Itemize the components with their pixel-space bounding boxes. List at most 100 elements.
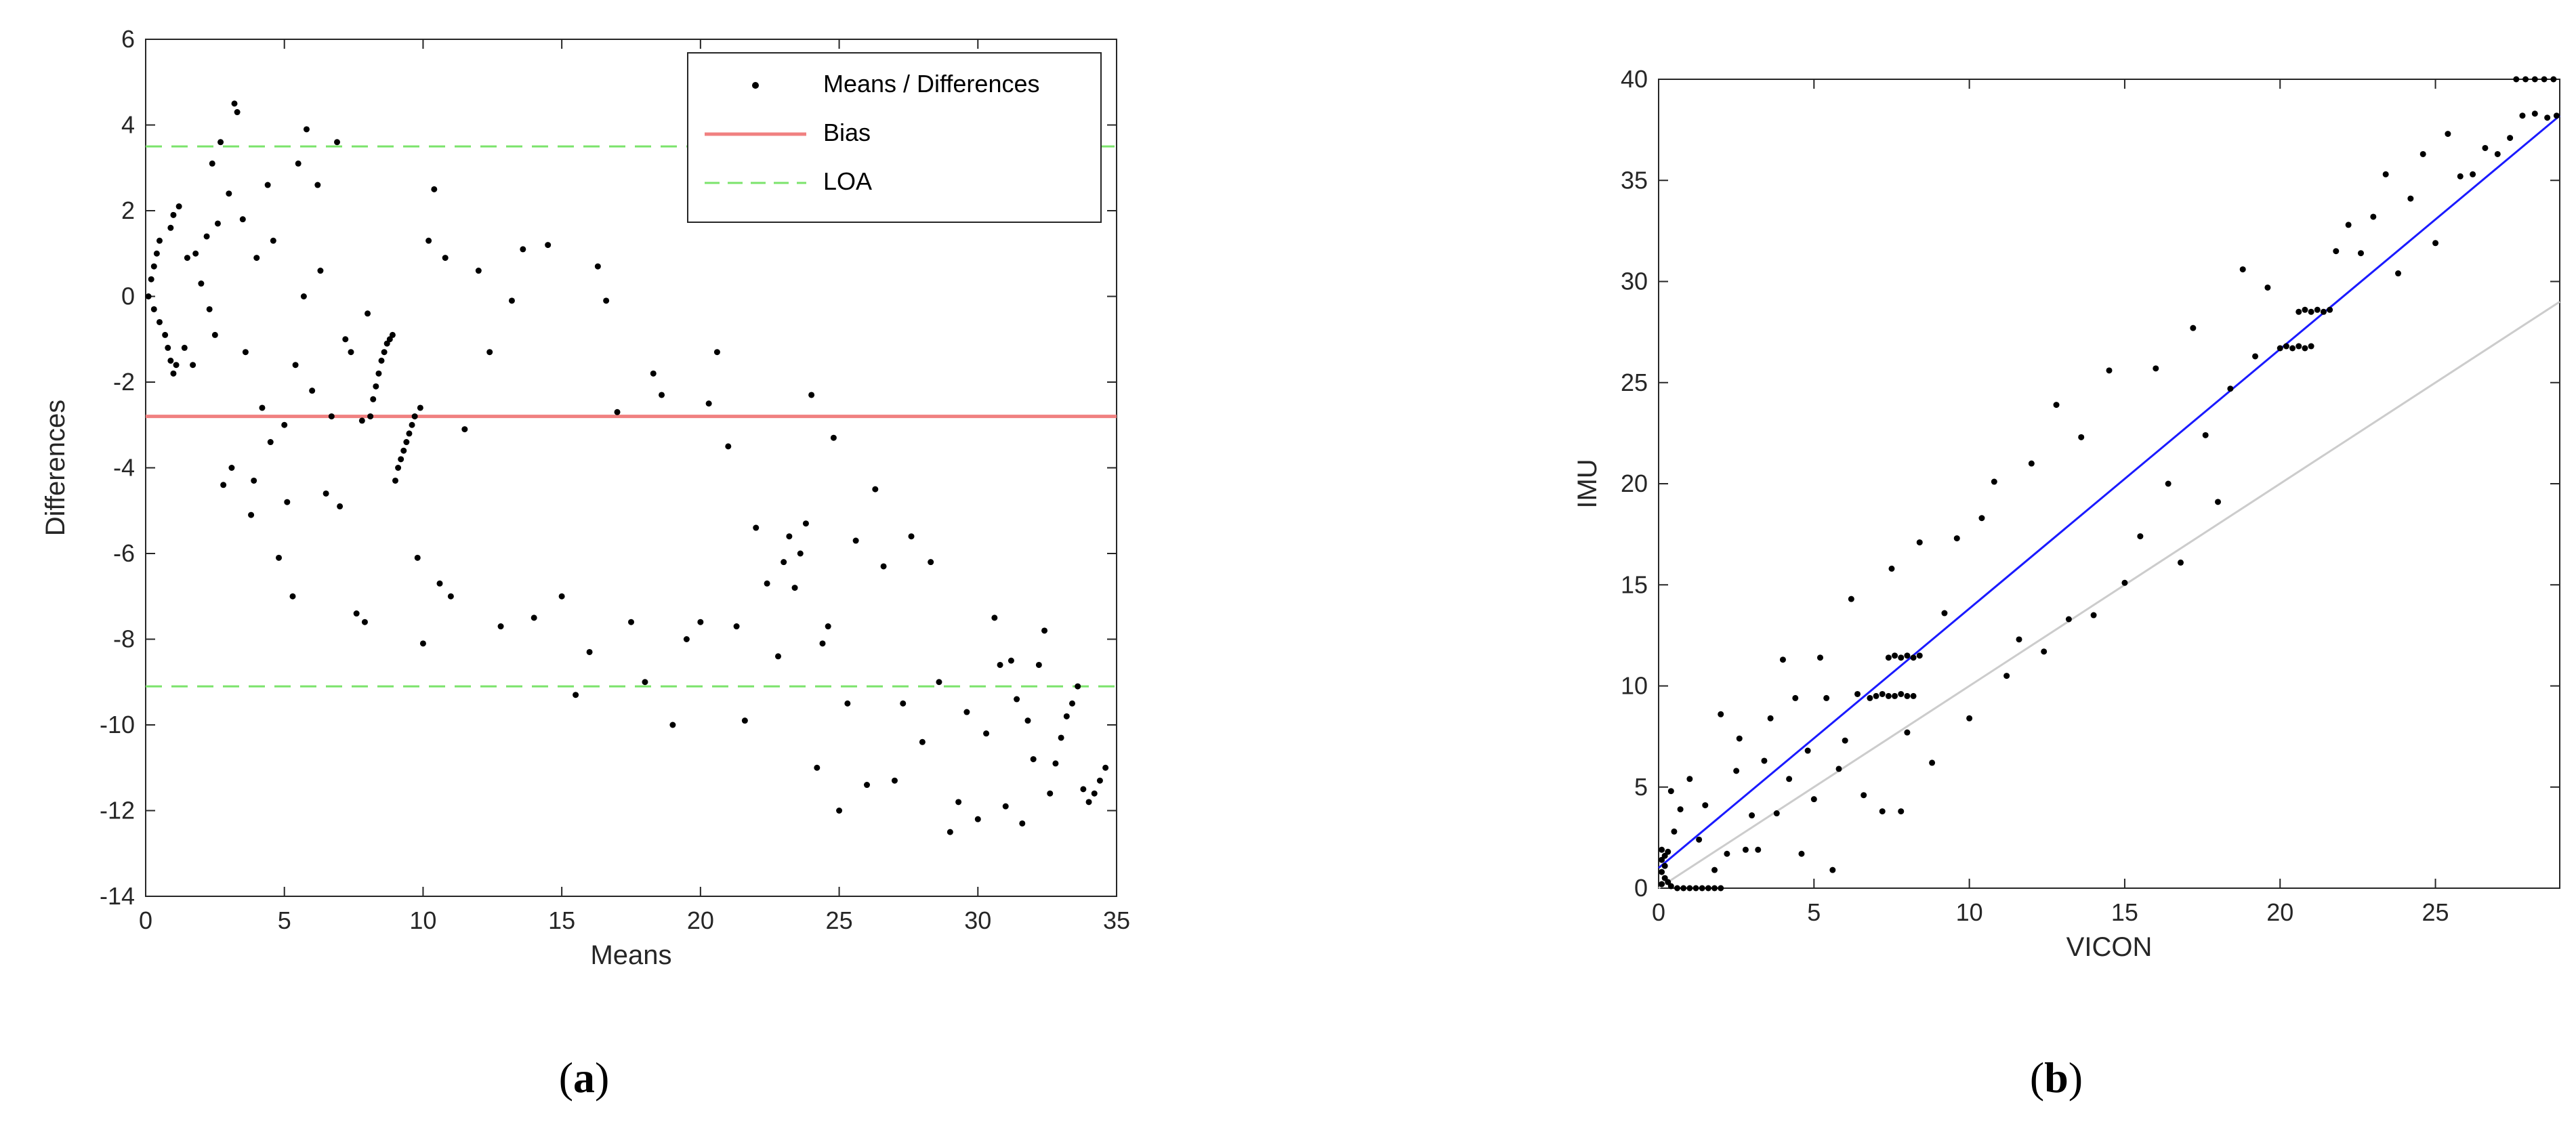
data-point <box>361 619 368 625</box>
data-point <box>497 623 504 630</box>
data-point <box>830 434 837 441</box>
data-point <box>167 357 174 364</box>
y-tick-label: -8 <box>113 625 135 653</box>
data-point <box>1873 692 1879 699</box>
data-point <box>1904 692 1911 699</box>
data-point <box>317 268 324 274</box>
data-point <box>1019 820 1026 827</box>
data-point <box>836 808 843 814</box>
data-point <box>156 318 163 325</box>
data-point <box>936 679 942 686</box>
data-point <box>2519 112 2526 119</box>
data-point <box>2215 499 2222 505</box>
data-point <box>2482 144 2489 151</box>
data-point <box>220 482 227 488</box>
data-point <box>2302 306 2308 313</box>
data-point <box>764 580 770 587</box>
data-point <box>190 362 196 369</box>
data-point <box>1068 700 1075 707</box>
data-point <box>1910 692 1917 699</box>
data-point <box>239 216 246 223</box>
data-point <box>844 700 851 707</box>
data-point <box>184 255 190 262</box>
data-point <box>431 186 438 192</box>
data-point <box>281 421 288 428</box>
data-point <box>1733 768 1740 774</box>
data-point <box>198 280 205 287</box>
data-point <box>2308 308 2314 315</box>
data-point <box>2432 240 2439 247</box>
data-point <box>997 661 1003 668</box>
data-point <box>447 593 454 600</box>
data-point <box>1711 885 1718 892</box>
data-point <box>2470 171 2476 177</box>
data-point <box>900 700 907 707</box>
data-point <box>1091 790 1098 797</box>
data-point <box>983 730 990 737</box>
data-point <box>614 409 621 415</box>
data-point <box>203 233 210 240</box>
data-point <box>1702 802 1709 809</box>
x-tick-label: 35 <box>1103 906 1130 934</box>
y-tick-label: -12 <box>100 797 135 824</box>
data-point <box>276 554 283 561</box>
data-point <box>1030 756 1037 763</box>
x-tick-label: 0 <box>1652 898 1665 926</box>
data-point <box>891 777 898 784</box>
data-point <box>1718 885 1724 892</box>
data-point <box>1879 808 1886 815</box>
data-point <box>436 580 443 587</box>
data-point <box>2308 343 2314 350</box>
data-point <box>713 349 720 356</box>
data-point <box>1916 539 1923 546</box>
data-point <box>1699 885 1705 892</box>
data-point <box>295 160 302 167</box>
data-point <box>2382 171 2389 177</box>
data-point <box>1096 777 1103 784</box>
data-point <box>358 417 365 424</box>
data-point <box>267 439 274 446</box>
y-axis-label: IMU <box>1573 459 1602 508</box>
data-point <box>228 465 235 471</box>
data-point <box>1885 654 1892 661</box>
data-point <box>242 349 249 356</box>
data-point <box>403 439 410 446</box>
data-point <box>1816 654 1823 661</box>
x-tick-label: 25 <box>2422 898 2449 926</box>
identity-line <box>1658 301 2560 890</box>
data-point <box>1680 885 1687 892</box>
data-point <box>1661 862 1668 869</box>
data-point <box>328 413 335 420</box>
data-point <box>2370 213 2377 220</box>
data-point <box>284 499 291 505</box>
data-point <box>226 190 232 197</box>
data-point <box>1892 692 1898 699</box>
data-point <box>545 242 552 249</box>
data-point <box>400 447 407 454</box>
data-point <box>381 349 388 356</box>
data-point <box>1075 683 1081 690</box>
data-point <box>2507 135 2514 142</box>
x-axis-label: Means <box>590 940 671 970</box>
data-point <box>1696 836 1703 843</box>
data-point <box>417 404 423 411</box>
data-point <box>697 619 704 625</box>
data-point <box>1798 850 1805 857</box>
y-tick-label: -4 <box>113 454 135 482</box>
data-point <box>1904 652 1911 659</box>
data-point <box>1786 776 1793 782</box>
data-point <box>963 709 970 715</box>
data-point <box>2457 173 2464 180</box>
data-point <box>395 465 402 471</box>
data-point <box>209 160 215 167</box>
y-tick-label: 15 <box>1621 570 1648 598</box>
y-tick-label: -14 <box>100 882 135 910</box>
data-point <box>650 370 657 377</box>
data-point <box>300 293 307 299</box>
data-point <box>2302 345 2308 352</box>
data-point <box>442 255 449 262</box>
data-point <box>292 362 299 369</box>
data-point <box>309 388 316 394</box>
data-point <box>170 211 177 218</box>
